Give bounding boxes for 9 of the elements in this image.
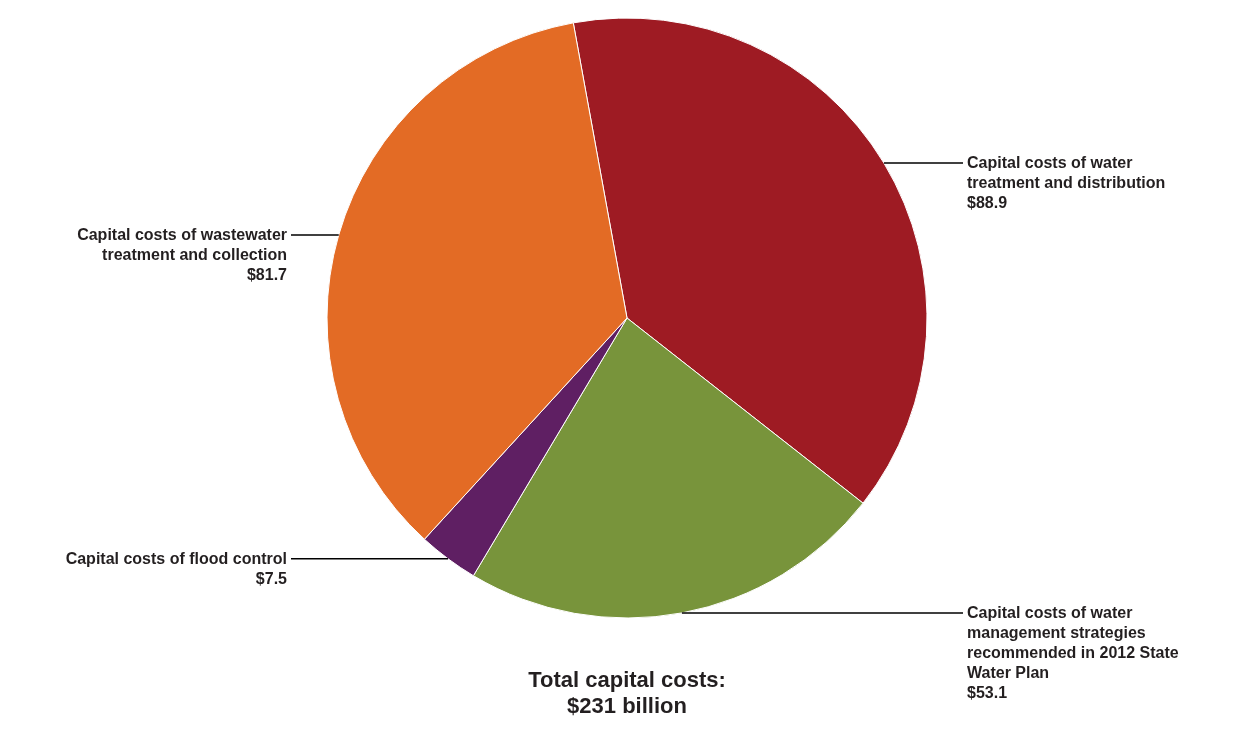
data-label: $7.5 bbox=[255, 569, 288, 587]
slice-label: Capital costs of wastewater treatment and collection bbox=[77, 225, 287, 263]
slice-label: Capital costs of flood control bbox=[65, 549, 287, 567]
data-label: $88.9 bbox=[967, 194, 1008, 212]
data-label: $53.1 bbox=[967, 683, 1008, 701]
text: Total capital costs: $231 billion bbox=[528, 667, 726, 718]
slice-label: Capital costs of water treatment and distribution bbox=[967, 154, 1166, 192]
data-label: $81.7 bbox=[246, 265, 288, 283]
slice-label: Capital costs of water management strategies recommended in 2012 State Water Plan bbox=[967, 603, 1179, 681]
